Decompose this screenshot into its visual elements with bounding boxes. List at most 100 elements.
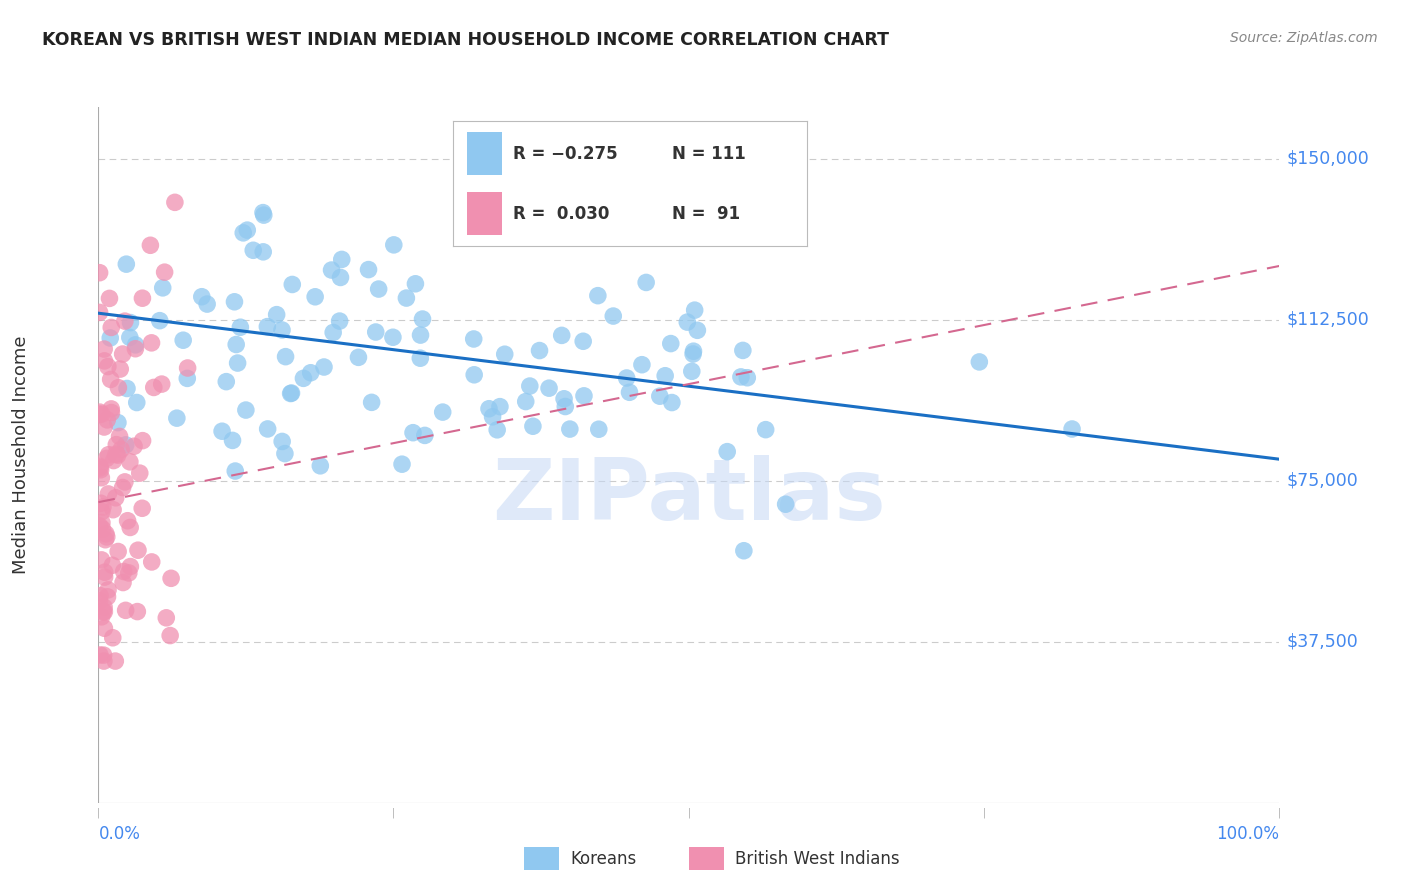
Point: [93, 648, 115, 662]
Text: |: |: [983, 807, 986, 818]
Point: [588, 422, 610, 436]
Text: ZIPatlas: ZIPatlas: [492, 455, 886, 538]
Point: [730, 370, 752, 384]
Point: [654, 368, 676, 383]
Point: [404, 277, 426, 291]
Point: [733, 543, 755, 558]
Point: [91, 500, 114, 514]
Point: [364, 325, 387, 339]
Point: [111, 481, 134, 495]
Point: [89, 266, 111, 280]
Point: [117, 514, 139, 528]
Text: British West Indians: British West Indians: [735, 849, 900, 868]
Point: [735, 370, 758, 384]
Point: [256, 422, 278, 436]
Point: [360, 395, 382, 409]
Point: [105, 438, 128, 452]
Point: [93, 605, 115, 619]
Point: [292, 371, 315, 385]
Point: [402, 425, 425, 440]
Point: [229, 320, 252, 334]
Point: [107, 544, 129, 558]
Point: [97, 448, 120, 462]
Point: [775, 497, 797, 511]
Point: [616, 371, 638, 385]
Point: [619, 385, 641, 400]
Point: [131, 434, 153, 448]
Point: [280, 386, 302, 401]
Text: |: |: [1278, 807, 1281, 818]
Point: [97, 582, 120, 597]
Point: [413, 428, 436, 442]
Point: [93, 654, 115, 668]
Point: [114, 314, 136, 328]
Point: [226, 356, 249, 370]
Point: [89, 519, 111, 533]
Point: [100, 372, 122, 386]
Point: [489, 400, 512, 414]
Point: [93, 621, 115, 635]
Point: [522, 419, 544, 434]
Point: [648, 389, 671, 403]
Point: [256, 319, 278, 334]
Point: [120, 316, 142, 330]
Text: |: |: [688, 807, 690, 818]
Point: [111, 347, 134, 361]
Text: 100.0%: 100.0%: [1216, 825, 1279, 843]
Point: [409, 328, 432, 343]
Point: [755, 423, 778, 437]
Point: [195, 297, 218, 311]
Point: [93, 354, 115, 368]
Point: [274, 350, 297, 364]
Point: [112, 575, 135, 590]
Point: [104, 491, 127, 505]
Point: [682, 347, 704, 361]
Point: [159, 628, 181, 642]
Point: [221, 434, 243, 448]
Point: [538, 381, 561, 395]
Point: [681, 364, 703, 378]
Point: [412, 312, 434, 326]
Point: [101, 631, 124, 645]
Point: [166, 411, 188, 425]
Text: Median Household Income: Median Household Income: [13, 335, 30, 574]
Point: [90, 471, 112, 485]
Point: [93, 565, 115, 579]
Point: [1060, 422, 1083, 436]
Point: [367, 282, 389, 296]
Point: [120, 520, 142, 534]
Point: [108, 429, 131, 443]
Point: [141, 335, 163, 350]
Point: [89, 589, 111, 603]
Point: [481, 409, 503, 424]
Point: [97, 487, 120, 501]
Point: [89, 408, 111, 422]
Point: [330, 252, 353, 267]
Point: [96, 413, 118, 427]
Point: [103, 453, 125, 467]
Point: [551, 328, 574, 343]
Point: [110, 442, 132, 457]
Point: [107, 448, 129, 462]
Point: [105, 447, 128, 461]
Point: [478, 401, 501, 416]
Point: [554, 400, 576, 414]
Point: [347, 351, 370, 365]
Point: [515, 394, 537, 409]
Point: [94, 526, 117, 541]
Point: [93, 342, 115, 356]
Point: [114, 438, 136, 452]
Point: [215, 375, 238, 389]
Point: [89, 405, 111, 419]
Text: $150,000: $150,000: [1286, 150, 1369, 168]
Point: [659, 336, 682, 351]
Point: [90, 407, 112, 421]
Point: [558, 422, 581, 436]
Point: [141, 555, 163, 569]
Point: [176, 371, 198, 385]
Point: [112, 565, 135, 579]
Point: [93, 570, 115, 584]
Point: [89, 459, 111, 474]
Point: [486, 423, 509, 437]
Point: [683, 303, 706, 318]
